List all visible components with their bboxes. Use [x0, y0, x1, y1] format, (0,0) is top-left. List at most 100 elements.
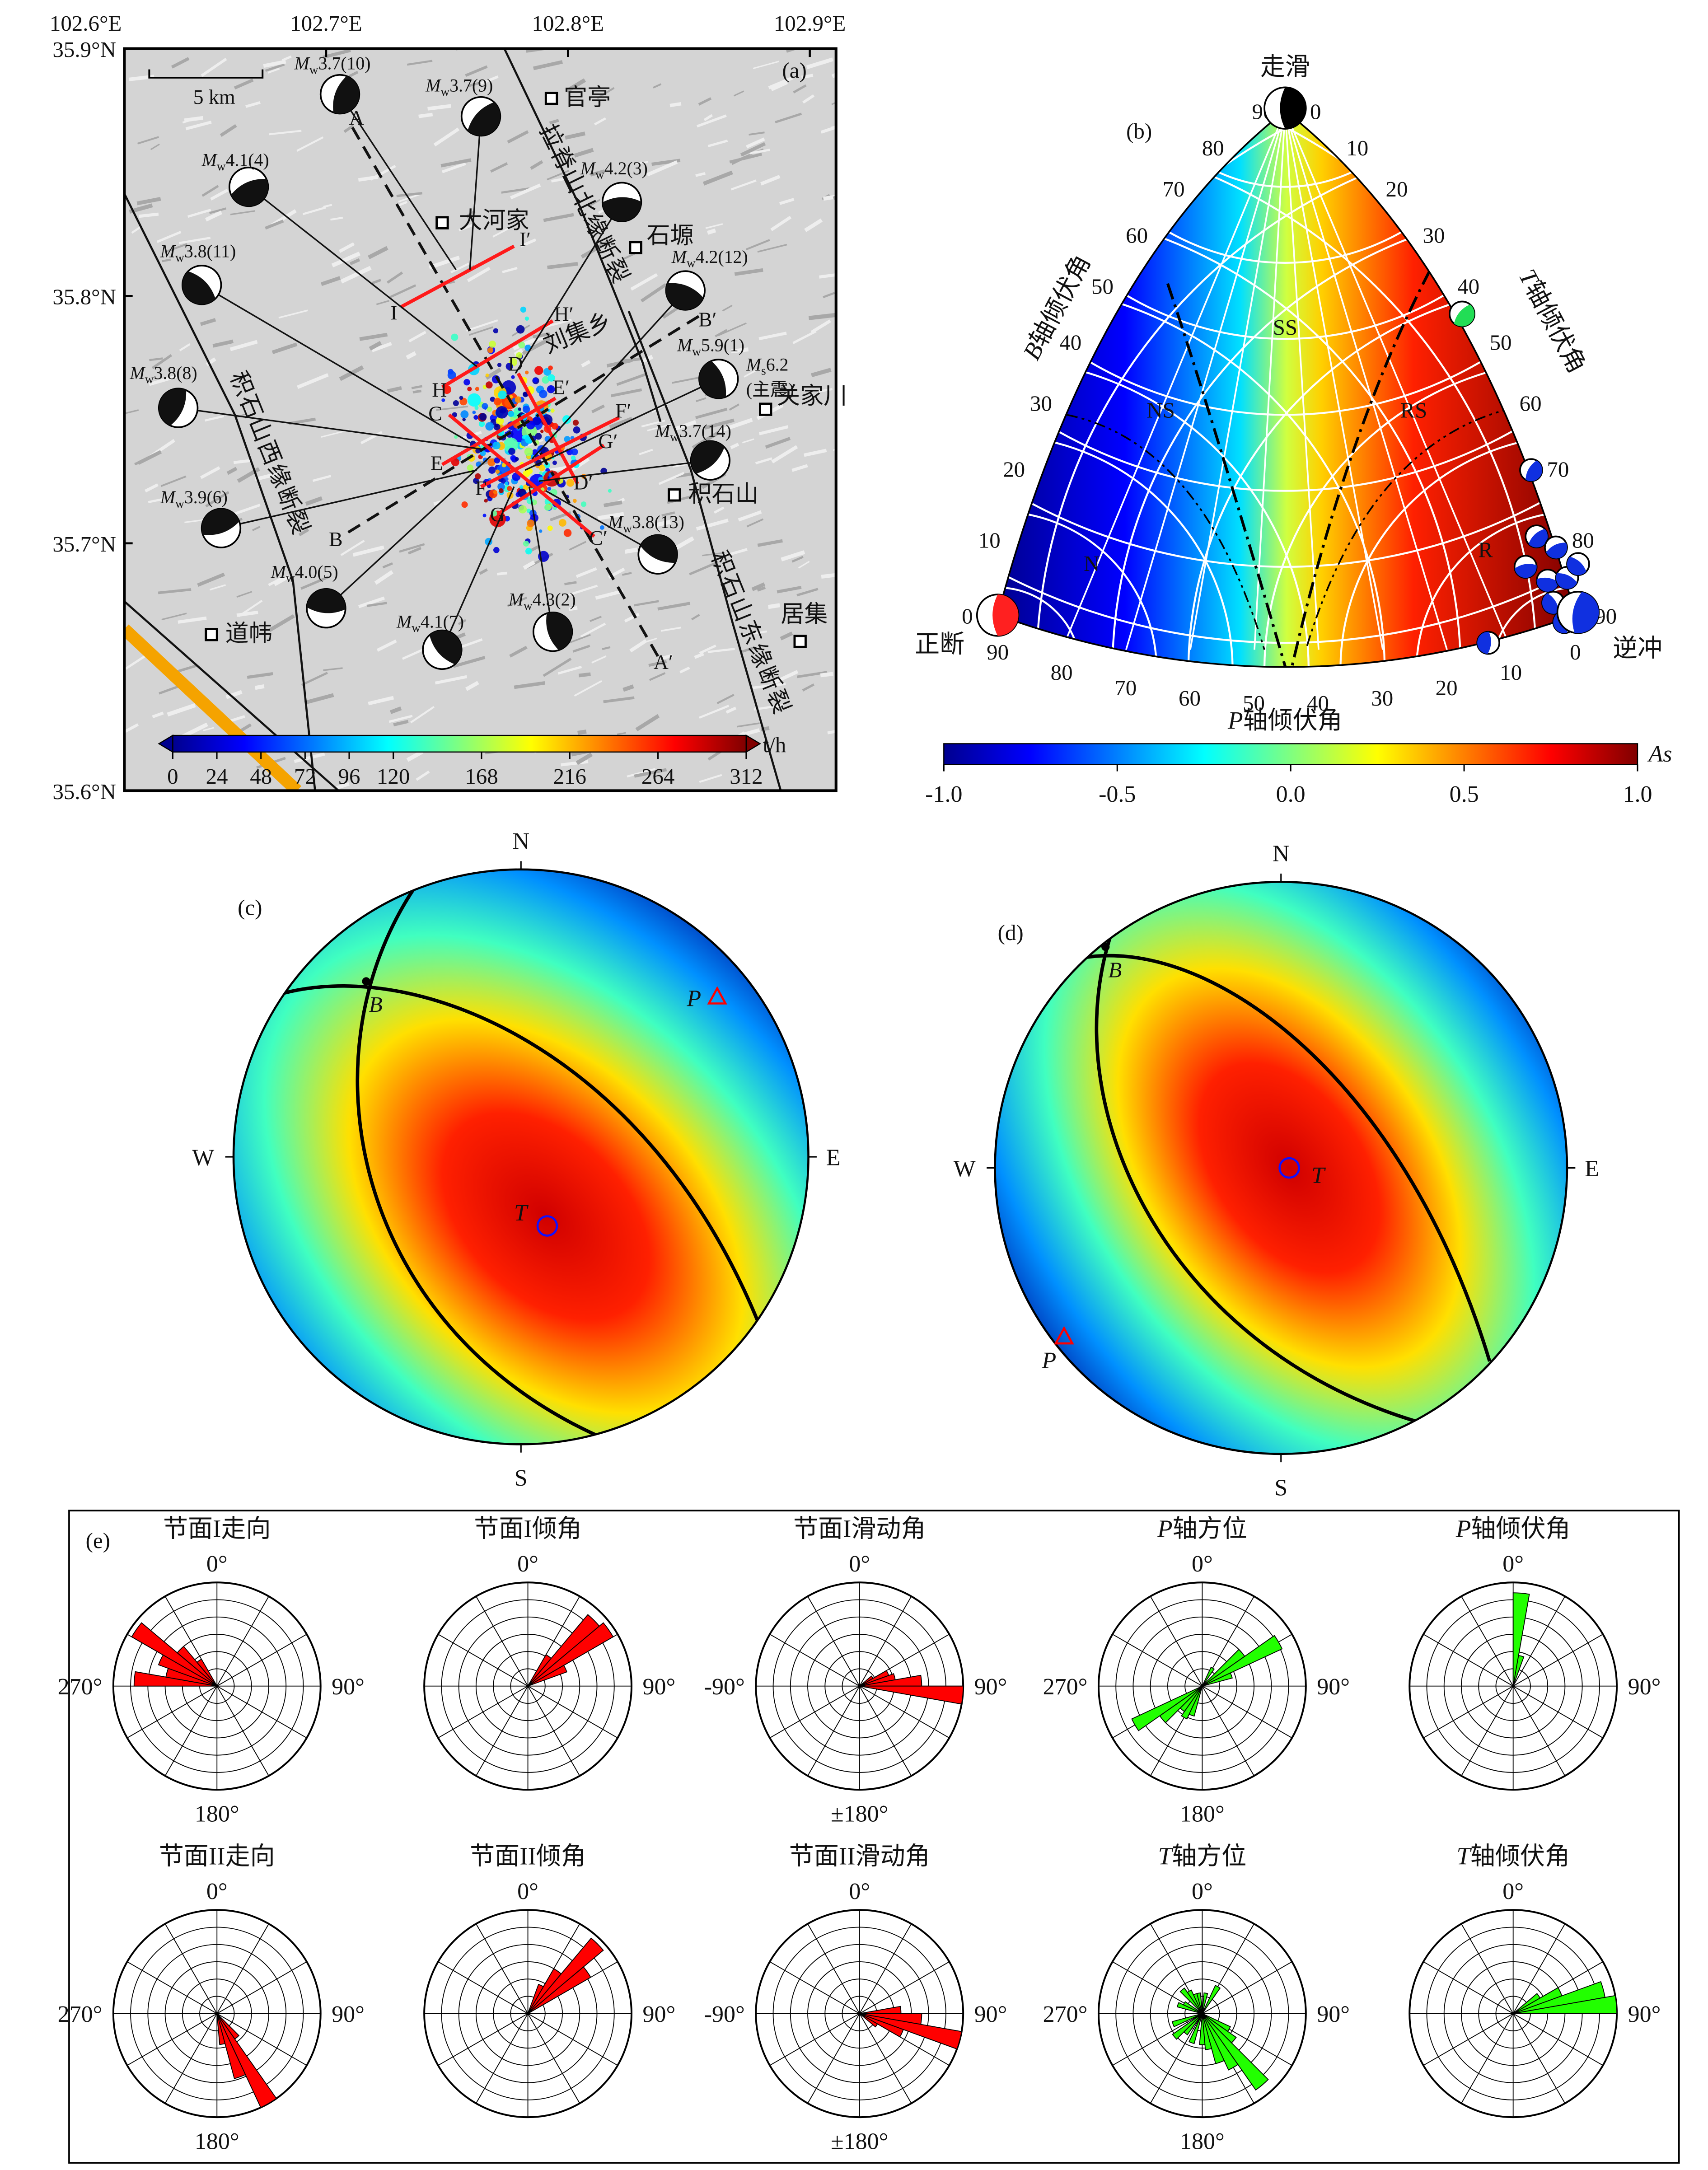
magnitude-symbol: M — [746, 355, 762, 374]
event-link — [531, 290, 686, 460]
terrain-shade — [557, 665, 582, 675]
fault-line — [124, 193, 316, 791]
event-label: Mw3.8(13) — [608, 512, 684, 535]
rose-petal — [859, 2013, 878, 2028]
event-label: Ms6.2 — [746, 355, 789, 377]
terrain-shade — [465, 65, 488, 77]
terrain-shade — [368, 696, 394, 706]
rose-spoke — [216, 1923, 269, 2014]
terrain-shade — [533, 60, 563, 70]
ternary-grid-line — [1254, 111, 1286, 650]
rose-spoke — [438, 1634, 529, 1687]
terrain-shade — [777, 585, 802, 594]
rose-petal — [1202, 2013, 1212, 2050]
event-label: Mw4.0(5) — [271, 562, 338, 585]
beachball-compression — [666, 283, 704, 310]
terrain-shade — [408, 331, 426, 343]
rose-spoke — [769, 2013, 860, 2066]
terrain-shade — [205, 210, 223, 222]
terrain-shade — [746, 518, 764, 528]
place-marker — [435, 216, 449, 229]
b-axis — [1101, 942, 1110, 951]
terrain-shade — [791, 556, 804, 563]
terrain-shade — [522, 337, 551, 355]
seismic-event — [515, 457, 519, 461]
terrain-shade — [801, 74, 814, 79]
terrain-shade — [565, 131, 585, 140]
ternary-tick-label: 50 — [1091, 274, 1114, 299]
terrain-shade — [634, 768, 667, 778]
terrain-shade — [796, 588, 819, 597]
seismic-event — [509, 395, 513, 399]
terrain-shade — [268, 576, 283, 586]
rose-spoke — [1423, 1961, 1514, 2014]
vertex-label: 正断 — [915, 631, 964, 658]
rose-petal — [1202, 1992, 1208, 2014]
direction-label: W — [954, 1156, 976, 1182]
beachball — [601, 182, 642, 222]
terrain-shade — [657, 602, 691, 611]
magnitude-type: w — [623, 521, 632, 535]
terrain-shade — [320, 276, 341, 286]
terrain-shade — [200, 466, 220, 479]
rose-spoke — [127, 1685, 217, 1739]
beachball — [1519, 458, 1543, 482]
terrain-shade — [433, 127, 460, 147]
terrain-shade — [751, 582, 766, 591]
terrain-shade — [467, 267, 491, 282]
terrain-shade — [730, 179, 757, 191]
rose-petal — [527, 1966, 591, 2014]
lon-label: 102.8°E — [532, 11, 604, 36]
terrain-shade — [660, 627, 682, 632]
event-link — [339, 94, 457, 271]
terrain-shade — [699, 774, 722, 783]
terrain-shade — [252, 526, 261, 531]
rose-spoke — [1512, 1596, 1566, 1687]
terrain-shade — [594, 117, 606, 126]
terrain-shade — [502, 267, 518, 273]
rose-diagram — [1409, 1909, 1618, 2119]
panel-label: (a) — [782, 58, 806, 83]
rose-title-text: 节面I滑动角 — [793, 1515, 926, 1542]
ternary-grid-line — [1284, 111, 1512, 650]
rose-angle-label: 90° — [642, 1674, 675, 1700]
beachball — [158, 388, 199, 428]
magnitude-symbol: M — [508, 590, 524, 610]
scale-bar-label: 5 km — [193, 85, 235, 108]
beachball-compression — [1526, 460, 1542, 482]
terrain-shade — [387, 386, 402, 393]
direction-label: N — [512, 828, 529, 854]
event-label: Mw4.1(4) — [201, 150, 269, 173]
terrain-shade — [695, 407, 728, 419]
colorbar-tick-label: -1.0 — [925, 781, 962, 807]
beachball-compression — [201, 509, 239, 535]
beachball-compression — [429, 630, 462, 664]
seismic-event — [447, 371, 456, 379]
event-link — [515, 201, 623, 374]
terrain-shade — [574, 680, 603, 697]
axis-title: T轴倾伏角 — [1514, 265, 1591, 378]
rose-spoke — [1202, 1961, 1292, 2014]
terrain-shade — [611, 388, 642, 398]
rose-spoke — [859, 1923, 912, 2014]
rose-title-symbol: P — [1455, 1515, 1471, 1542]
terrain-shade — [772, 670, 799, 685]
rose-angle-label: 0° — [206, 1551, 228, 1577]
rose-petal — [1202, 2013, 1269, 2091]
rose-spoke — [476, 1596, 529, 1687]
profile-label: E′ — [552, 375, 570, 398]
rose-petal — [1512, 1655, 1525, 1687]
terrain-shade — [427, 104, 451, 111]
t-axis-label: T — [1311, 1163, 1326, 1188]
terrain-shade — [744, 368, 759, 378]
terrain-shade — [281, 55, 292, 61]
rose-angle-label: 90° — [1628, 2002, 1661, 2027]
ternary-grid-line — [1284, 111, 1384, 650]
colorbar-tick-label: 168 — [465, 764, 498, 789]
axis-title: P轴倾伏角 — [1227, 706, 1343, 734]
rose-title-text: 节面I倾角 — [474, 1515, 582, 1542]
ternary-grid — [997, 111, 1576, 667]
magnitude-type: w — [524, 599, 533, 613]
colorbar-tick-label: 72 — [294, 764, 316, 789]
